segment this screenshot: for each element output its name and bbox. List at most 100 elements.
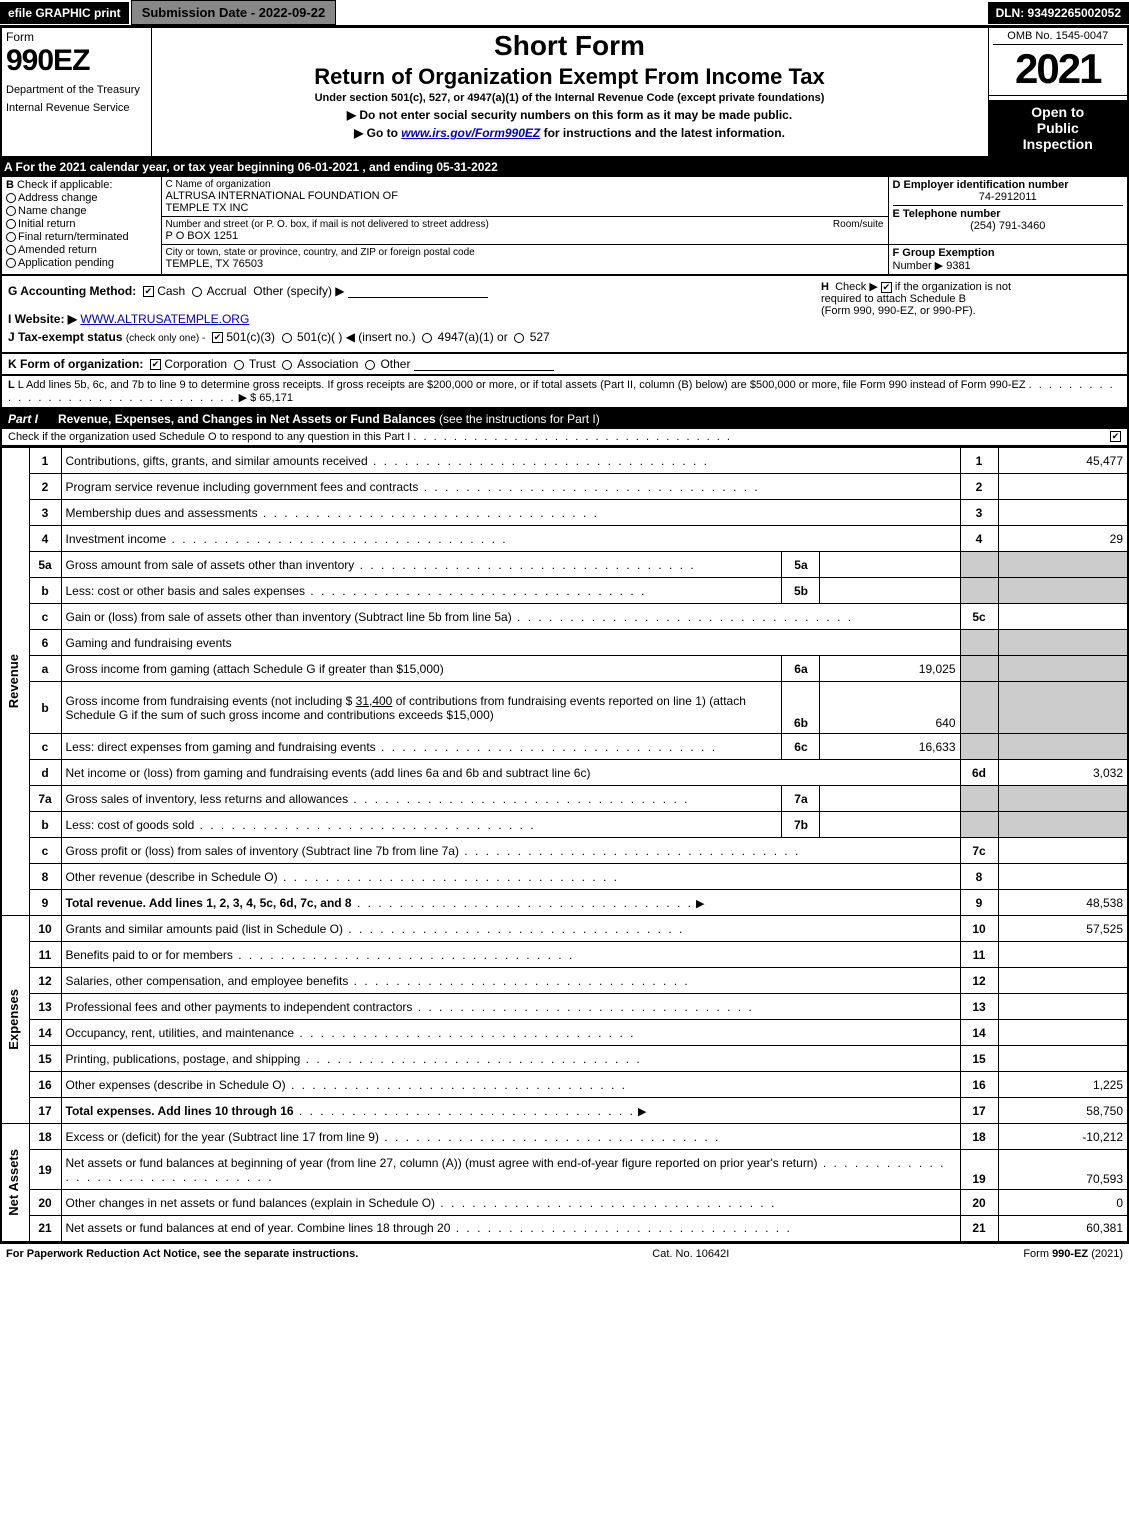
dept-irs: Internal Revenue Service [6,102,147,114]
j-527-radio[interactable] [514,333,524,343]
l6-num: 6 [29,630,61,656]
line-6: 6 Gaming and fundraising events [1,630,1128,656]
k-trust-radio[interactable] [234,360,244,370]
l6a-subval: 19,025 [820,656,960,682]
chk-initial-return[interactable]: Initial return [6,218,157,230]
k-corp: Corporation [164,357,227,371]
l4-amount: 29 [998,526,1128,552]
section-k: K Form of organization: Corporation Trus… [0,354,1129,376]
chk-name-change[interactable]: Name change [6,205,157,217]
l15-desc: Printing, publications, postage, and shi… [61,1046,960,1072]
l20-amount: 0 [998,1190,1128,1216]
k-corp-checkbox[interactable] [150,359,161,370]
l21-amount: 60,381 [998,1216,1128,1242]
line-3: 3 Membership dues and assessments 3 [1,500,1128,526]
goto-suffix: for instructions and the latest informat… [540,126,785,140]
omb-cell: OMB No. 1545-0047 2021 [988,28,1128,96]
l7c-desc: Gross profit or (loss) from sales of inv… [61,838,960,864]
l17-amount: 58,750 [998,1098,1128,1124]
b-label: B [6,179,14,191]
chk-address-change[interactable]: Address change [6,192,157,204]
l8-label: 8 [960,864,998,890]
l6c-shaded2 [998,734,1128,760]
l2-label: 2 [960,474,998,500]
submission-date-button[interactable]: Submission Date - 2022-09-22 [131,0,337,25]
website-link[interactable]: WWW.ALTRUSATEMPLE.ORG [80,312,249,326]
irs-link[interactable]: www.irs.gov/Form990EZ [401,126,540,140]
dept-treasury: Department of the Treasury [6,84,147,96]
ssn-warning: ▶ Do not enter social security numbers o… [156,108,984,122]
l7c-amount [998,838,1128,864]
l5b-num: b [29,578,61,604]
form-id-cell: Form 990EZ Department of the Treasury In… [1,28,151,158]
h-checkbox[interactable] [881,282,892,293]
g-accrual-radio[interactable] [192,287,202,297]
l5b-desc: Less: cost or other basis and sales expe… [61,578,782,604]
k-other-radio[interactable] [365,360,375,370]
l6c-subval: 16,633 [820,734,960,760]
f-label: F Group Exemption [893,247,995,259]
l17-desc: Total expenses. Add lines 10 through 16 [61,1098,960,1124]
line-1: Revenue 1 Contributions, gifts, grants, … [1,448,1128,474]
part1-check-o: Check if the organization used Schedule … [0,429,1129,447]
l10-amount: 57,525 [998,916,1128,942]
return-title: Return of Organization Exempt From Incom… [156,64,984,90]
l9-amount: 48,538 [998,890,1128,916]
line-7c: c Gross profit or (loss) from sales of i… [1,838,1128,864]
g-cash-checkbox[interactable] [143,286,154,297]
l13-desc: Professional fees and other payments to … [61,994,960,1020]
l16-label: 16 [960,1072,998,1098]
l10-label: 10 [960,916,998,942]
g-other-blank[interactable] [348,286,488,298]
i-label: I Website: ▶ [8,312,77,326]
chk-final-return[interactable]: Final return/terminated [6,231,157,243]
street-header: Number and street (or P. O. box, if mail… [166,219,489,230]
line-6a: a Gross income from gaming (attach Sched… [1,656,1128,682]
l6b-sub: 6b [782,682,820,734]
k-other-blank[interactable] [414,359,554,371]
org-name-1: ALTRUSA INTERNATIONAL FOUNDATION OF [166,190,884,202]
line-4: 4 Investment income 4 29 [1,526,1128,552]
l12-amount [998,968,1128,994]
l18-amount: -10,212 [998,1124,1128,1150]
footer-left: For Paperwork Reduction Act Notice, see … [6,1248,358,1260]
part1-title: Revenue, Expenses, and Changes in Net As… [58,412,436,426]
efile-print-button[interactable]: efile GRAPHIC print [0,2,131,24]
j-4947-radio[interactable] [422,333,432,343]
l1-amount: 45,477 [998,448,1128,474]
section-h: H Check ▶ if the organization is not req… [811,280,1121,317]
l5a-shaded2 [998,552,1128,578]
l6d-amount: 3,032 [998,760,1128,786]
k-other: Other [380,357,410,371]
check-o-checkbox[interactable] [1110,431,1121,442]
l18-num: 18 [29,1124,61,1150]
open-line3: Inspection [993,136,1124,152]
j-501c-radio[interactable] [282,333,292,343]
l8-num: 8 [29,864,61,890]
l7b-sub: 7b [782,812,820,838]
street-value: P O BOX 1251 [166,230,884,242]
chk-application-pending[interactable]: Application pending [6,257,157,269]
l6b-num: b [29,682,61,734]
section-d-e: D Employer identification number 74-2912… [888,177,1128,245]
dln-label: DLN: 93492265002052 [988,2,1129,24]
line-21: 21 Net assets or fund balances at end of… [1,1216,1128,1242]
subtitle: Under section 501(c), 527, or 4947(a)(1)… [156,92,984,104]
l1-label: 1 [960,448,998,474]
goto-instruction: ▶ Go to www.irs.gov/Form990EZ for instru… [156,126,984,140]
goto-prefix: ▶ Go to [354,126,401,140]
line-17: 17 Total expenses. Add lines 10 through … [1,1098,1128,1124]
j-501c3-checkbox[interactable] [212,332,223,343]
k-assoc-radio[interactable] [282,360,292,370]
line-6b: b Gross income from fundraising events (… [1,682,1128,734]
l3-amount [998,500,1128,526]
chk-amended-return[interactable]: Amended return [6,244,157,256]
l15-label: 15 [960,1046,998,1072]
open-public-cell: Open to Public Inspection [988,96,1128,158]
open-public-badge: Open to Public Inspection [989,100,1128,156]
l15-num: 15 [29,1046,61,1072]
line-9: 9 Total revenue. Add lines 1, 2, 3, 4, 5… [1,890,1128,916]
open-line1: Open to [993,104,1124,120]
l19-desc: Net assets or fund balances at beginning… [61,1150,960,1190]
l6a-sub: 6a [782,656,820,682]
